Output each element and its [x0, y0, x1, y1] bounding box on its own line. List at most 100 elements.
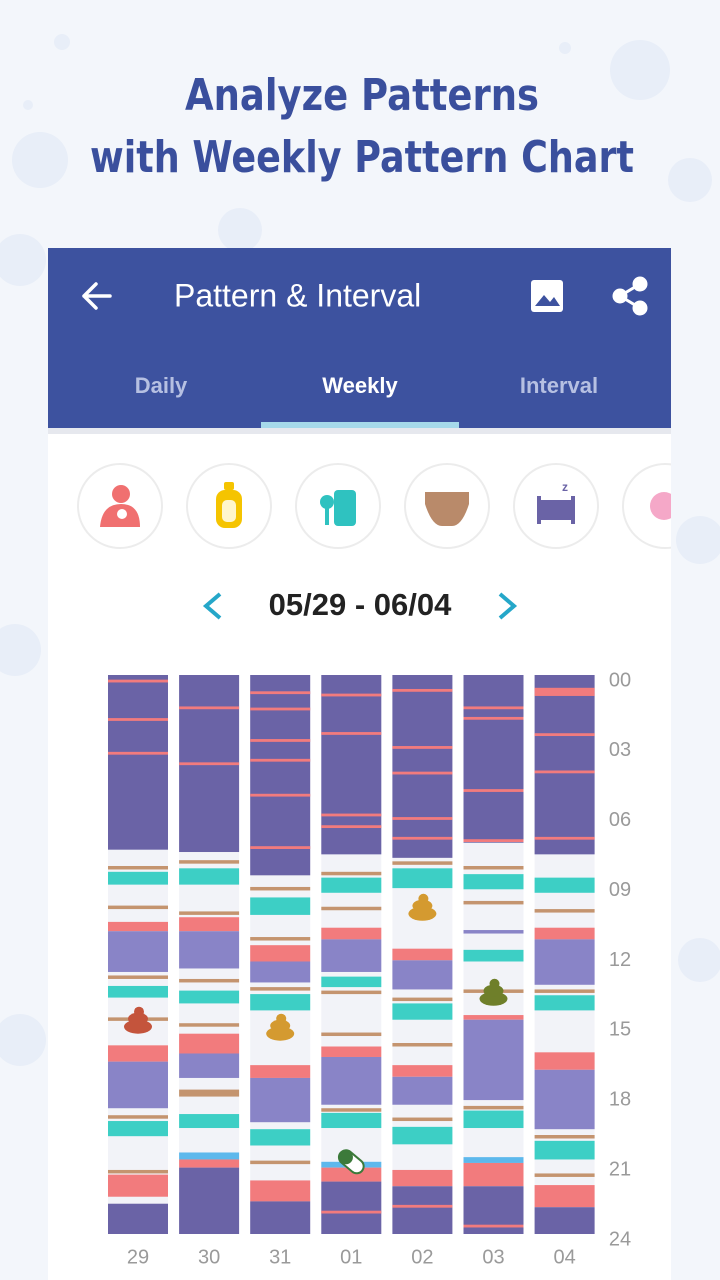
- activity-segment: [179, 1114, 240, 1129]
- hour-label: 09: [609, 879, 631, 901]
- tab[interactable]: Daily: [135, 373, 188, 398]
- activity-segment: [108, 1203, 168, 1234]
- breastfeed-filter[interactable]: [77, 463, 163, 549]
- activity-segment: [321, 871, 382, 876]
- activity-segment: [321, 732, 382, 735]
- activity-segment: [321, 1210, 382, 1214]
- activity-segment: [250, 707, 311, 711]
- activity-segment: [534, 687, 595, 696]
- image-button[interactable]: [531, 280, 563, 312]
- activity-segment: [108, 675, 168, 850]
- poop-icon: [479, 978, 508, 1006]
- activity-segment: [463, 675, 524, 843]
- activity-segment: [392, 868, 453, 889]
- pill-part: [338, 1150, 353, 1165]
- food-filter[interactable]: [295, 463, 381, 549]
- activity-segment: [534, 836, 595, 840]
- activity-segment: [463, 1015, 524, 1020]
- activity-segment: [392, 1065, 453, 1077]
- app-bar-title: Pattern & Interval: [174, 277, 421, 313]
- activity-segment: [250, 1180, 311, 1202]
- activity-segment: [250, 945, 311, 962]
- activity-segment: [250, 1065, 311, 1078]
- activity-segment: [534, 1069, 595, 1130]
- phone-card: Pattern & Interval Daily Weekly Interval: [48, 248, 707, 1280]
- poop-part: [418, 893, 429, 904]
- share-button[interactable]: [612, 276, 648, 316]
- activity-segment: [534, 1052, 595, 1070]
- poop-part: [270, 1019, 291, 1032]
- hour-label: 24: [609, 1228, 631, 1250]
- back-button[interactable]: [82, 282, 112, 310]
- activity-segment: [250, 846, 311, 849]
- activity-segment: [179, 931, 240, 969]
- activity-segment: [250, 886, 311, 891]
- activity-segment: [108, 865, 168, 870]
- activity-segment: [108, 1169, 168, 1174]
- day-label: 02: [411, 1246, 433, 1268]
- activity-segment: [534, 939, 595, 985]
- hour-label: 03: [609, 739, 631, 761]
- activity-segment: [534, 1140, 595, 1160]
- activity-segment: [108, 975, 168, 979]
- poop-icon: [408, 893, 437, 921]
- hour-label: 00: [609, 669, 631, 691]
- activity-segment: [108, 871, 168, 885]
- activity-segment: [534, 675, 595, 855]
- activity-segment: [463, 1105, 524, 1110]
- activity-segment: [179, 860, 240, 864]
- activity-segment: [108, 905, 168, 910]
- poop-part: [276, 1013, 287, 1024]
- activity-segment: [392, 1003, 453, 1020]
- bottle-filter[interactable]: [186, 463, 272, 549]
- weekly-pattern-chart: 00 03 06 09 12 15 18 21 24 29 30 31 01 02 03 04: [108, 669, 631, 1268]
- activity-segment: [392, 1204, 453, 1208]
- activity-segment: [250, 739, 311, 742]
- activity-segment: [392, 817, 453, 820]
- activity-segment: [463, 900, 524, 905]
- poop-icon: [266, 1013, 295, 1041]
- activity-segment: [534, 1173, 595, 1177]
- activity-segment: [534, 770, 595, 774]
- poop-part: [479, 991, 508, 1006]
- activity-segment: [108, 1061, 168, 1109]
- activity-segment: [108, 1121, 168, 1137]
- activity-segment: [392, 997, 453, 1002]
- activity-segment: [108, 679, 168, 683]
- activity-segment: [321, 693, 382, 697]
- activity-segment: [534, 927, 595, 940]
- activity-segment: [108, 1045, 168, 1062]
- activity-segment: [179, 868, 240, 885]
- activity-segment: [534, 995, 595, 1011]
- activity-segment: [534, 733, 595, 737]
- sleep-filter[interactable]: z: [513, 463, 599, 549]
- activity-segment: [250, 994, 311, 1011]
- diaper-filter[interactable]: [404, 463, 490, 549]
- activity-segment: [321, 825, 382, 829]
- activity-segment: [463, 839, 524, 843]
- tab[interactable]: Interval: [520, 373, 598, 398]
- hour-label: 12: [609, 949, 631, 971]
- prev-week[interactable]: [202, 592, 222, 620]
- activity-segment: [463, 1019, 524, 1101]
- activity-segment: [108, 751, 168, 755]
- activity-segment: [463, 706, 524, 710]
- hour-label: 18: [609, 1089, 631, 1111]
- activity-segment: [250, 675, 311, 876]
- activity-segment: [463, 930, 524, 934]
- next-week[interactable]: [498, 592, 518, 620]
- activity-segment: [321, 1112, 382, 1129]
- activity-segment: [463, 949, 524, 962]
- activity-segment: [179, 1159, 240, 1168]
- activity-segment: [463, 1224, 524, 1228]
- activity-segment: [179, 1152, 240, 1160]
- day-label: 04: [553, 1246, 575, 1268]
- tab[interactable]: Weekly: [322, 373, 398, 398]
- activity-segment: [321, 976, 382, 988]
- activity-segment: [179, 1089, 240, 1097]
- activity-segment: [250, 961, 311, 983]
- activity-segment: [250, 937, 311, 941]
- activity-segment: [321, 1032, 382, 1037]
- activity-segment: [179, 978, 240, 983]
- more-filter[interactable]: [622, 463, 707, 549]
